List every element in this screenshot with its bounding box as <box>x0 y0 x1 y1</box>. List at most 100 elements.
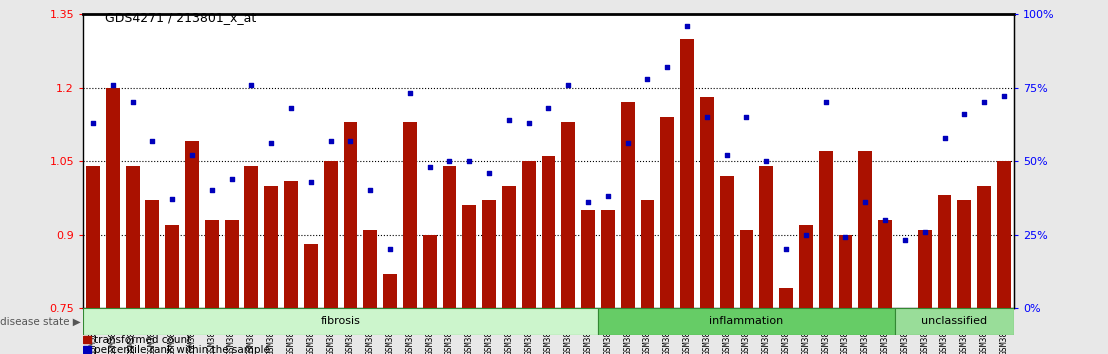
Bar <box>245 166 258 354</box>
Bar <box>937 195 952 354</box>
Point <box>144 138 162 143</box>
Point <box>263 141 280 146</box>
Point <box>401 91 419 96</box>
Point <box>203 188 220 193</box>
Point <box>638 76 656 82</box>
Bar <box>462 205 476 354</box>
Bar <box>522 161 535 354</box>
Point <box>243 82 260 87</box>
Bar <box>145 200 160 354</box>
Point <box>777 246 794 252</box>
Bar <box>265 185 278 354</box>
Bar <box>482 200 496 354</box>
Bar <box>185 142 199 354</box>
Bar <box>502 185 516 354</box>
Point <box>658 64 676 70</box>
Point <box>461 158 479 164</box>
Point <box>104 82 122 87</box>
Bar <box>423 235 437 354</box>
Text: GDS4271 / 213801_x_at: GDS4271 / 213801_x_at <box>105 11 257 24</box>
Bar <box>917 230 932 354</box>
Bar <box>106 88 120 354</box>
Bar <box>700 97 714 354</box>
Point <box>916 229 934 234</box>
Bar <box>83 336 91 343</box>
Bar <box>879 220 892 354</box>
Bar <box>739 230 753 354</box>
Text: inflammation: inflammation <box>709 316 783 326</box>
Point <box>698 114 716 120</box>
Bar <box>383 274 397 354</box>
Point <box>837 235 854 240</box>
Point <box>361 188 379 193</box>
Bar <box>581 210 595 354</box>
Point <box>520 120 537 126</box>
Bar <box>839 235 852 354</box>
Point <box>341 138 359 143</box>
Bar <box>83 346 91 353</box>
Bar <box>125 166 140 354</box>
Bar <box>83 308 1014 354</box>
Bar <box>304 244 318 354</box>
Point <box>223 176 240 182</box>
Point <box>758 158 776 164</box>
Text: percentile rank within the sample: percentile rank within the sample <box>94 345 270 354</box>
Point <box>183 152 201 158</box>
Bar <box>660 117 674 354</box>
Bar <box>363 230 377 354</box>
Point <box>797 232 814 238</box>
Bar <box>86 166 100 354</box>
Bar <box>620 102 635 354</box>
Point <box>163 196 181 202</box>
Bar <box>601 210 615 354</box>
Point <box>84 120 102 126</box>
Point <box>560 82 577 87</box>
Point <box>283 105 300 111</box>
Point <box>975 99 993 105</box>
Point <box>124 99 142 105</box>
Point <box>876 217 894 223</box>
Text: disease state ▶: disease state ▶ <box>0 317 81 327</box>
Point <box>678 23 696 29</box>
Bar <box>799 225 813 354</box>
Point <box>618 141 636 146</box>
Point <box>321 138 339 143</box>
Bar <box>542 156 555 354</box>
Bar <box>343 122 358 354</box>
Point <box>579 199 597 205</box>
Text: unclassified: unclassified <box>922 316 987 326</box>
Bar <box>83 308 598 335</box>
Point <box>421 164 439 170</box>
Bar <box>759 166 773 354</box>
Point <box>896 238 914 243</box>
Point <box>817 99 834 105</box>
Bar <box>442 166 456 354</box>
Bar <box>997 161 1010 354</box>
Bar <box>403 122 417 354</box>
Point <box>935 135 953 141</box>
Bar <box>205 220 218 354</box>
Point <box>738 114 756 120</box>
Point <box>480 170 497 176</box>
Point <box>441 158 459 164</box>
Bar <box>324 161 338 354</box>
Text: fibrosis: fibrosis <box>320 316 360 326</box>
Bar <box>957 200 972 354</box>
Bar <box>598 308 895 335</box>
Bar <box>680 39 694 354</box>
Point <box>599 194 617 199</box>
Point <box>540 105 557 111</box>
Point <box>995 93 1013 99</box>
Bar <box>284 181 298 354</box>
Point <box>302 179 320 184</box>
Bar <box>819 151 832 354</box>
Bar <box>720 176 733 354</box>
Point <box>856 199 874 205</box>
Bar <box>562 122 575 354</box>
Bar <box>640 200 655 354</box>
Bar <box>977 185 991 354</box>
Bar <box>859 151 872 354</box>
Point <box>500 117 517 123</box>
Bar <box>165 225 179 354</box>
Text: transformed count: transformed count <box>94 335 192 345</box>
